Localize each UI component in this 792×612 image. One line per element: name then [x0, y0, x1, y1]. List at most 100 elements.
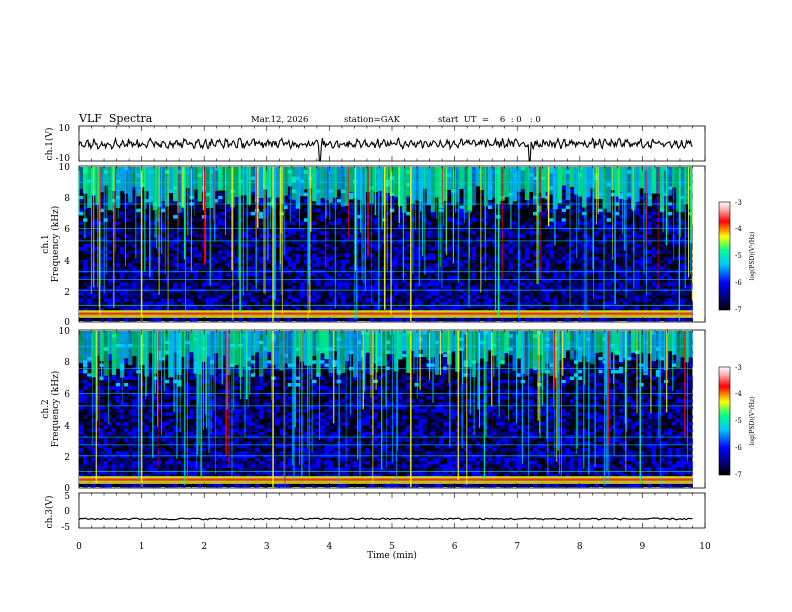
- ch1-noise-cell: [684, 228, 689, 232]
- ch1-noise-cell: [688, 282, 693, 286]
- ch1-noise-cell: [676, 215, 681, 219]
- ch1-noise-cell: [177, 234, 182, 238]
- ch1-noise-cell: [447, 292, 452, 296]
- ch1-noise-cell: [586, 208, 591, 213]
- ch1-noise-cell: [635, 263, 640, 267]
- ch1-noise-cell: [447, 272, 452, 277]
- ch1-noise-cell: [676, 288, 681, 293]
- ch1-upper-band: [283, 167, 288, 196]
- ch1-noise-cell: [254, 250, 260, 254]
- ch1-upper-band: [651, 167, 656, 194]
- ch1-noise-cell: [279, 250, 284, 254]
- ch1-noise-cell: [569, 240, 575, 245]
- ch1-noise-cell: [250, 192, 256, 197]
- ch1-noise-cell: [504, 308, 509, 312]
- ch1-noise-cell: [488, 295, 493, 299]
- ch1-noise-cell: [250, 244, 256, 248]
- ch1-noise-cell: [136, 247, 141, 251]
- ch1-noise-cell: [103, 272, 108, 277]
- ch1-noise-cell: [667, 279, 673, 283]
- ch1-noise-cell: [578, 288, 583, 293]
- ch1-noise-cell: [132, 308, 137, 312]
- ch1-noise-cell: [610, 305, 616, 309]
- ch1-noise-cell: [214, 301, 219, 306]
- ch1-noise-cell: [659, 218, 665, 222]
- ch1-noise-cell: [578, 292, 583, 296]
- ch1-noise-cell: [422, 317, 427, 322]
- ch1-noise-cell: [643, 301, 648, 306]
- ch1-noise-cell: [344, 301, 350, 306]
- ch1-noise-cell: [475, 211, 481, 216]
- ch1-noise-cell: [528, 240, 534, 245]
- ch1-noise-cell: [402, 256, 407, 261]
- ch1-noise-cell: [299, 295, 305, 299]
- ch1-noise-cell: [340, 279, 346, 283]
- ch1-noise-cell: [594, 288, 599, 293]
- ch1-noise-cell: [533, 253, 538, 258]
- ch1-noise-cell: [582, 272, 587, 277]
- ch1-noise-cell: [398, 215, 403, 219]
- ch1-noise-cell: [87, 211, 92, 216]
- ch1-noise-cell: [361, 211, 366, 216]
- ch1-noise-cell: [336, 276, 342, 280]
- ch1-noise-cell: [430, 211, 436, 216]
- ch1-noise-cell: [463, 285, 468, 290]
- ch1-noise-cell: [569, 256, 575, 261]
- ch1-noise-cell: [635, 266, 640, 270]
- ch1-noise-cell: [438, 301, 444, 306]
- ch1-noise-cell: [598, 285, 603, 290]
- ch1-noise-cell: [320, 256, 325, 261]
- ch1-upper-band: [250, 167, 256, 192]
- ch1-noise-cell: [99, 308, 104, 312]
- ch1-noise-cell: [492, 221, 497, 225]
- ch1-noise-cell: [283, 247, 288, 251]
- ch1-noise-cell: [545, 305, 550, 309]
- ch1-noise-cell: [312, 298, 317, 302]
- ch1-noise-cell: [582, 256, 587, 261]
- ch1-noise-cell: [103, 295, 108, 299]
- ch1-noise-cell: [549, 234, 554, 238]
- ch2-noise-cell: [87, 363, 92, 367]
- ch1-noise-cell: [340, 263, 346, 267]
- ch1-noise-cell: [132, 305, 137, 309]
- ch1-noise-cell: [614, 195, 620, 200]
- ch1-noise-cell: [483, 244, 489, 248]
- ch1-upper-band: [140, 167, 145, 188]
- ch1-noise-cell: [259, 234, 264, 238]
- ch1-upper-band: [475, 167, 481, 187]
- ch1-noise-cell: [83, 282, 88, 286]
- ch1-noise-cell: [614, 247, 620, 251]
- ch1-noise-cell: [348, 208, 354, 213]
- ch1-noise-cell: [573, 279, 579, 283]
- ch1-noise-cell: [578, 199, 583, 203]
- ch1-noise-cell: [348, 266, 354, 270]
- ch1-noise-cell: [250, 256, 256, 261]
- ch1-noise-cell: [389, 266, 395, 270]
- ch1-upper-band: [635, 167, 640, 202]
- ch1-noise-cell: [79, 237, 84, 242]
- ch1-noise-cell: [688, 301, 693, 306]
- ch1-noise-cell: [316, 263, 321, 267]
- ch1-noise-cell: [524, 231, 530, 235]
- ch1-upper-band: [222, 167, 227, 191]
- ch1-noise-cell: [177, 282, 182, 286]
- ch1-noise-cell: [569, 250, 575, 254]
- ch1-noise-cell: [578, 244, 583, 248]
- ch1-noise-cell: [623, 301, 628, 306]
- ch1-noise-cell: [537, 208, 542, 213]
- ch1-noise-cell: [602, 263, 607, 267]
- ch1-noise-cell: [95, 295, 100, 299]
- ch1-noise-cell: [365, 256, 370, 261]
- ch1-noise-cell: [136, 285, 141, 290]
- ch1-noise-cell: [267, 276, 272, 280]
- ch1-noise-cell: [627, 301, 632, 306]
- ch1-noise-cell: [598, 228, 603, 232]
- ch1-noise-cell: [659, 244, 665, 248]
- ch1-noise-cell: [226, 288, 231, 293]
- ch1-noise-cell: [132, 282, 137, 286]
- ch1-noise-cell: [115, 244, 121, 248]
- ch1-noise-cell: [606, 260, 611, 264]
- ch1-noise-cell: [340, 253, 346, 258]
- ch1-noise-cell: [332, 317, 337, 322]
- ch1-noise-cell: [299, 237, 305, 242]
